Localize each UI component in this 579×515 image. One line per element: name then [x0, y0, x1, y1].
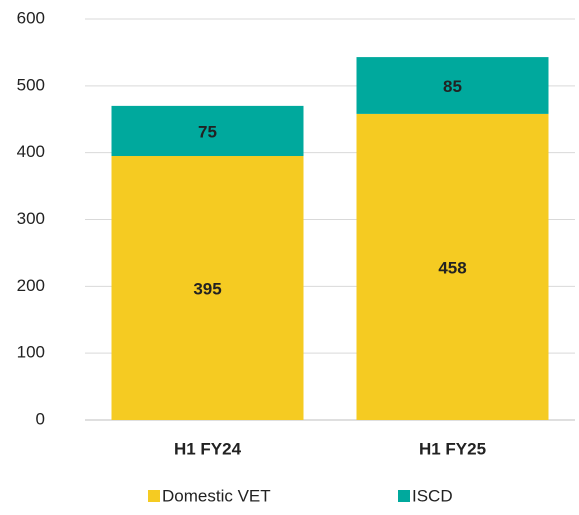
legend-swatch	[148, 490, 160, 502]
y-tick-label: 0	[36, 409, 45, 428]
legend-swatch	[398, 490, 410, 502]
y-tick-label: 300	[17, 209, 45, 228]
y-tick-label: 400	[17, 142, 45, 161]
x-tick-label: H1 FY25	[419, 439, 486, 458]
legend-label: ISCD	[412, 486, 453, 505]
y-tick-label: 500	[17, 75, 45, 94]
bar-segment	[356, 57, 549, 114]
y-tick-label: 200	[17, 276, 45, 295]
data-label: 458	[438, 258, 466, 277]
bar-segment	[111, 105, 304, 157]
bar-segment	[356, 113, 549, 421]
data-label: 395	[193, 279, 221, 298]
x-tick-label: H1 FY24	[174, 439, 242, 458]
legend-label: Domestic VET	[162, 486, 271, 505]
y-tick-label: 600	[17, 8, 45, 27]
bar-segment	[111, 156, 304, 420]
data-label: 75	[198, 122, 217, 141]
data-label: 85	[443, 77, 462, 96]
y-tick-label: 100	[17, 343, 45, 362]
